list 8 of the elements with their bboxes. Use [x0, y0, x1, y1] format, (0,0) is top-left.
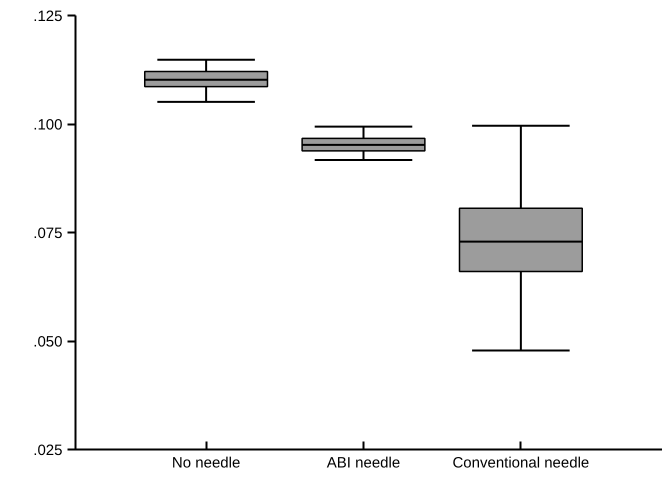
y-tick-label: .125	[33, 8, 63, 25]
y-tick-label: .050	[33, 334, 63, 350]
x-tick-label: Conventional needle	[452, 454, 590, 472]
y-tick-label: .025	[33, 442, 63, 459]
y-tick-label: .100	[33, 116, 63, 134]
x-tick-label: ABI needle	[326, 454, 400, 472]
y-tick-label: .075	[33, 225, 63, 242]
x-tick-label: No needle	[172, 454, 240, 472]
